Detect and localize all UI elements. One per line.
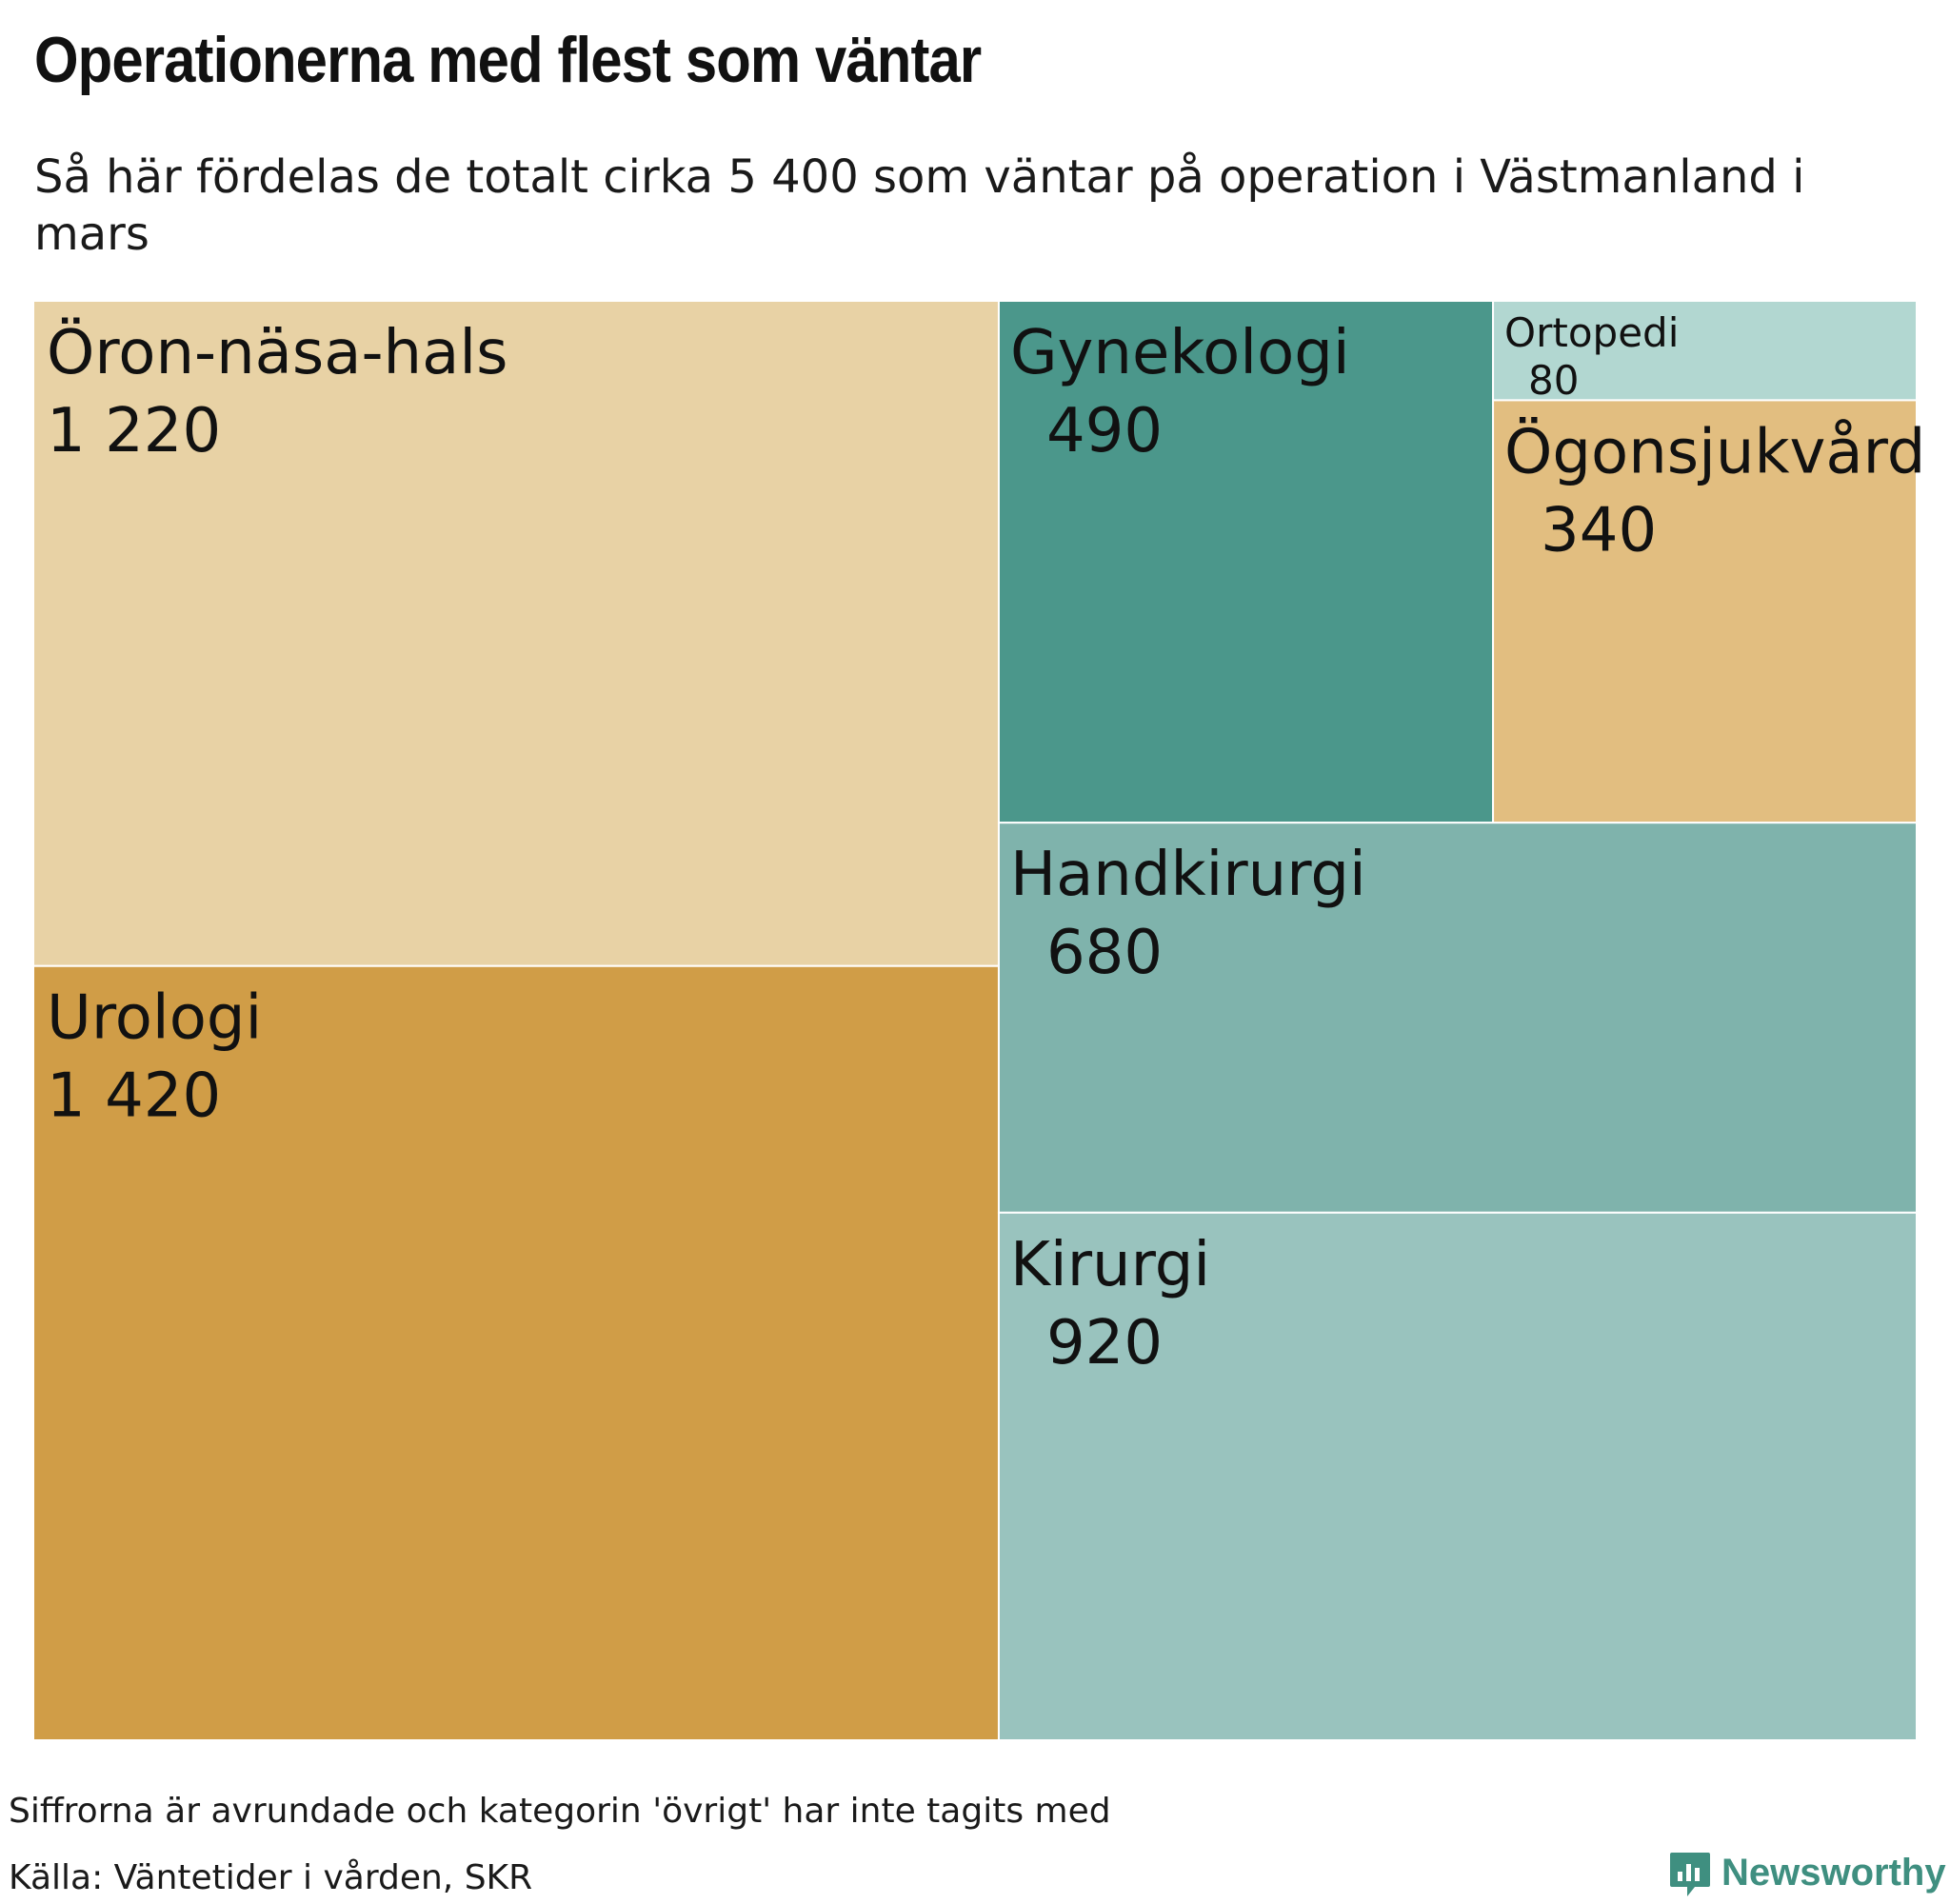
chart-title: Operationerna med flest som väntar [34,24,982,96]
source-note: Källa: Väntetider i vården, SKR [9,1858,533,1897]
treemap-cell-urologi [32,964,1000,1741]
treemap-label-kirurgi: Kirurgi [1010,1230,1210,1300]
treemap-value-kirurgi: 920 [1046,1308,1163,1378]
treemap-label-handkirurgi: Handkirurgi [1010,840,1366,910]
brand-logo: Newsworthy [1668,1851,1946,1904]
treemap-cell-ogonsjukvard [1492,399,1918,824]
treemap-label-ogonsjukvard: Ögonsjukvård [1504,416,1925,487]
treemap-value-ogonsjukvard: 340 [1541,495,1657,565]
treemap-value-gynekologi: 490 [1046,396,1163,466]
treemap-cell-gynekologi [997,300,1495,824]
treemap-cell-kirurgi [997,1211,1919,1741]
brand-name: Newsworthy [1721,1852,1946,1894]
treemap-value-oron-nasa-hals: 1 220 [47,396,221,466]
treemap-value-urologi: 1 420 [47,1061,221,1132]
footnote: Siffrorna är avrundade och kategorin 'öv… [9,1792,1111,1831]
bar-chart-bubble-icon [1670,1853,1710,1896]
treemap-label-ortopedi: Ortopedi [1504,309,1679,356]
treemap-label-gynekologi: Gynekologi [1010,318,1350,388]
chart-subtitle: Så här fördelas de totalt cirka 5 400 so… [34,150,1805,261]
treemap-value-ortopedi: 80 [1528,357,1579,404]
treemap-label-urologi: Urologi [47,983,262,1054]
treemap-cell-handkirurgi [997,822,1919,1214]
treemap-value-handkirurgi: 680 [1046,918,1163,988]
treemap-label-oron-nasa-hals: Öron-näsa-hals [47,317,507,388]
